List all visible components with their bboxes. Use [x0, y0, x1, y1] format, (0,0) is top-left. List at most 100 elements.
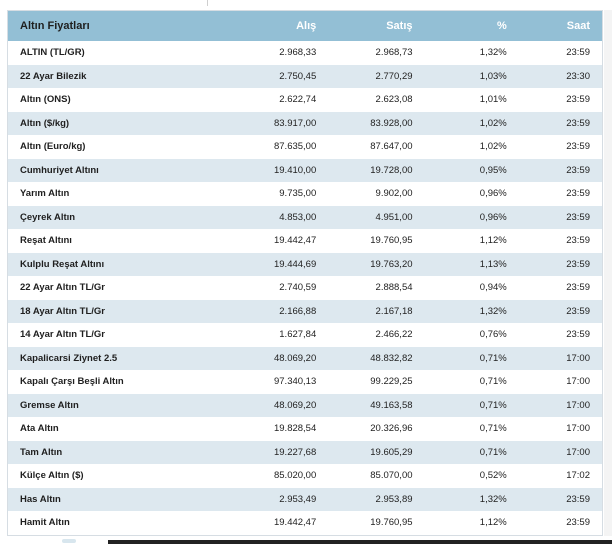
cell-name: 14 Ayar Altın TL/Gr — [20, 329, 105, 341]
cell-buy: 2.953,49 — [279, 493, 317, 505]
cell-percent: 1,12% — [479, 517, 507, 529]
bottom-edge — [0, 538, 612, 544]
cell-buy: 83.917,00 — [273, 117, 317, 129]
cell-sell: 20.326,96 — [370, 423, 413, 435]
gold-prices-table: Altın Fiyatları Alış Satış % Saat ALTIN … — [8, 11, 602, 535]
cell-name: Çeyrek Altın — [20, 211, 76, 223]
table-row: Altın (Euro/kg) 87.635,00 87.647,00 1,02% 23… — [8, 135, 602, 159]
table-header-row: Altın Fiyatları Alış Satış % Saat — [8, 11, 602, 41]
cell-percent: 0,71% — [479, 399, 507, 411]
cell-name: Yarım Altın — [20, 188, 70, 200]
table-row: Çeyrek Altın 4.853,00 4.951,00 0,96% 23:59 — [8, 205, 602, 229]
cell-buy: 1.627,84 — [279, 329, 317, 341]
cell-name: Reşat Altını — [20, 235, 72, 247]
cell-percent: 0,94% — [479, 282, 507, 294]
cell-percent: 1,01% — [479, 94, 507, 106]
cell-buy: 19.828,54 — [273, 423, 317, 435]
page-scroll-area — [604, 10, 612, 536]
cell-percent: 1,02% — [479, 141, 507, 153]
top-divider — [207, 0, 208, 6]
cell-name: 22 Ayar Bilezik — [20, 70, 87, 82]
bottom-bar — [108, 540, 612, 544]
table-row: Tam Altın 19.227,68 19.605,29 0,71% 17:00 — [8, 440, 602, 464]
cell-sell: 2.623,08 — [375, 94, 413, 106]
cell-percent: 1,13% — [479, 258, 507, 270]
cell-time: 17:00 — [566, 399, 590, 411]
header-buy: Alış — [296, 20, 317, 32]
cell-time: 17:00 — [566, 352, 590, 364]
gold-prices-panel: Altın Fiyatları Alış Satış % Saat ALTIN … — [7, 10, 603, 536]
cell-name: Kapalicarsi Ziynet 2.5 — [20, 352, 118, 364]
cell-name: Hamit Altın — [20, 517, 70, 529]
cell-name: Altın (Euro/kg) — [20, 141, 86, 153]
cell-time: 23:59 — [566, 517, 590, 529]
table-row: ALTIN (TL/GR) 2.968,33 2.968,73 1,32% 23:59 — [8, 41, 602, 65]
cell-percent: 1,02% — [479, 117, 507, 129]
bottom-tab-indicator — [62, 539, 76, 543]
header-sell: Satış — [386, 20, 413, 32]
cell-percent: 1,32% — [479, 47, 507, 59]
cell-percent: 0,52% — [479, 470, 507, 482]
cell-sell: 2.888,54 — [375, 282, 413, 294]
table-row: Kapalı Çarşı Beşli Altın 97.340,13 99.229,… — [8, 370, 602, 394]
table-row: Reşat Altını 19.442,47 19.760,95 1,12% 23:59 — [8, 229, 602, 253]
cell-sell: 2.770,29 — [375, 70, 413, 82]
cell-time: 23:59 — [566, 329, 590, 341]
cell-percent: 1,12% — [479, 235, 507, 247]
table-row: 22 Ayar Bilezik 2.750,45 2.770,29 1,03% 23:3… — [8, 64, 602, 88]
cell-time: 23:59 — [566, 94, 590, 106]
cell-name: Altın ($/kg) — [20, 117, 70, 129]
cell-sell: 19.605,29 — [370, 446, 413, 458]
cell-sell: 19.763,20 — [370, 258, 413, 270]
table-row: Gremse Altın 48.069,20 49.163,58 0,71% 17:00 — [8, 393, 602, 417]
cell-buy: 19.442,47 — [273, 517, 317, 529]
cell-sell: 99.229,25 — [370, 376, 413, 388]
cell-time: 17:02 — [566, 470, 590, 482]
table-row: Yarım Altın 9.735,00 9.902,00 0,96% 23:59 — [8, 182, 602, 206]
cell-name: Kapalı Çarşı Beşli Altın — [20, 376, 124, 388]
cell-buy: 87.635,00 — [273, 141, 317, 153]
cell-buy: 19.410,00 — [273, 164, 317, 176]
table-row: 18 Ayar Altın TL/Gr 2.166,88 2.167,18 1,32%… — [8, 299, 602, 323]
cell-sell: 49.163,58 — [370, 399, 413, 411]
cell-name: 22 Ayar Altın TL/Gr — [20, 282, 105, 294]
cell-time: 23:59 — [566, 235, 590, 247]
cell-buy: 2.166,88 — [279, 305, 317, 317]
header-time: Saat — [566, 20, 590, 32]
cell-time: 23:59 — [566, 211, 590, 223]
cell-time: 23:59 — [566, 258, 590, 270]
cell-name: Altın (ONS) — [20, 94, 71, 106]
cell-sell: 2.953,89 — [375, 493, 413, 505]
cell-buy: 4.853,00 — [279, 211, 317, 223]
table-row: Kulplu Reşat Altını 19.444,69 19.763,20 1,1… — [8, 252, 602, 276]
cell-name: Has Altın — [20, 493, 61, 505]
cell-sell: 2.167,18 — [375, 305, 413, 317]
header-percent: % — [496, 20, 507, 32]
cell-time: 23:59 — [566, 493, 590, 505]
cell-name: Kulplu Reşat Altını — [20, 258, 105, 270]
table-row: 22 Ayar Altın TL/Gr 2.740,59 2.888,54 0,94%… — [8, 276, 602, 300]
cell-percent: 0,95% — [479, 164, 507, 176]
table-row: Ata Altın 19.828,54 20.326,96 0,71% 17:00 — [8, 417, 602, 441]
cell-buy: 97.340,13 — [273, 376, 317, 388]
table-row: Hamit Altın 19.442,47 19.760,95 1,12% 23:59 — [8, 511, 602, 535]
cell-time: 17:00 — [566, 423, 590, 435]
cell-sell: 19.728,00 — [370, 164, 413, 176]
cell-buy: 2.968,33 — [279, 47, 317, 59]
table-row: 14 Ayar Altın TL/Gr 1.627,84 2.466,22 0,76%… — [8, 323, 602, 347]
cell-percent: 0,71% — [479, 352, 507, 364]
cell-buy: 19.442,47 — [273, 235, 317, 247]
cell-time: 23:59 — [566, 47, 590, 59]
cell-percent: 1,32% — [479, 305, 507, 317]
cell-buy: 19.227,68 — [273, 446, 317, 458]
cell-name: 18 Ayar Altın TL/Gr — [20, 305, 105, 317]
cell-time: 17:00 — [566, 376, 590, 388]
table-row: Cumhuriyet Altını 19.410,00 19.728,00 0,95%… — [8, 158, 602, 182]
cell-buy: 85.020,00 — [273, 470, 317, 482]
cell-buy: 2.740,59 — [279, 282, 317, 294]
cell-time: 23:59 — [566, 117, 590, 129]
cell-sell: 4.951,00 — [375, 211, 413, 223]
cell-time: 23:59 — [566, 282, 590, 294]
cell-time: 23:59 — [566, 164, 590, 176]
top-edge — [0, 0, 612, 10]
